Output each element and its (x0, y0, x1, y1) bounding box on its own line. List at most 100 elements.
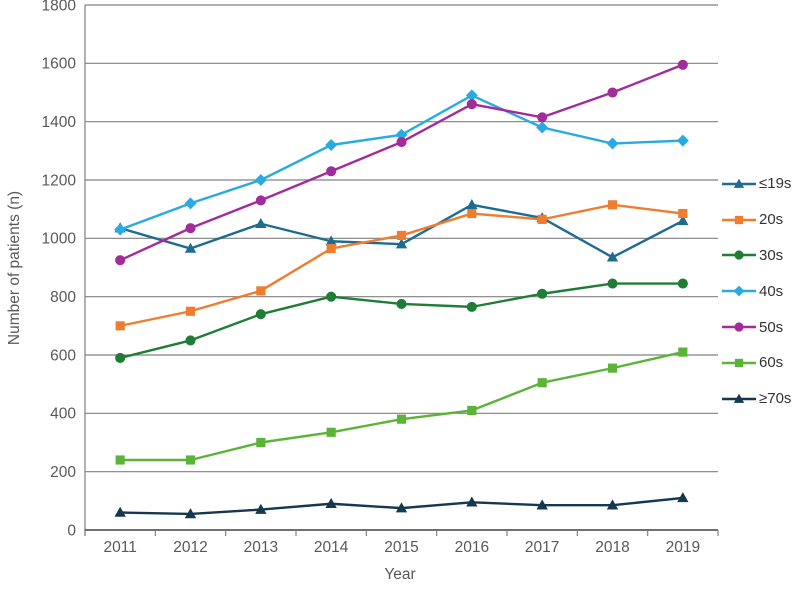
y-tick-label: 1800 (42, 0, 77, 14)
data-point-marker (185, 335, 196, 346)
data-point-marker (607, 200, 618, 210)
series-line (118, 94, 685, 231)
data-point-marker (536, 499, 548, 510)
x-tick-label: 2012 (173, 539, 207, 556)
square-swatch-icon (722, 215, 756, 224)
y-axis-title: Number of patients (n) (6, 191, 23, 345)
series-2 (115, 278, 688, 363)
data-point-marker (606, 499, 619, 510)
data-point-marker (255, 195, 266, 206)
legend-item-4: 50s (721, 309, 791, 345)
x-tick-label: 2018 (595, 539, 629, 556)
legend-item-2: 30s (721, 238, 791, 274)
data-point-marker (734, 358, 744, 368)
legend-label: 20s (759, 211, 784, 229)
axis-tick-labels: 0 200 400 600 800 1000 1200 1400 1600 1800 2011 201… (42, 0, 701, 556)
x-tick-label: 2015 (384, 539, 418, 556)
data-point-marker (733, 285, 745, 297)
legend-label: 50s (759, 318, 784, 336)
data-point-marker (326, 243, 336, 254)
legend-label: ≥70s (759, 390, 792, 408)
data-point-marker (537, 214, 547, 224)
data-point-marker (325, 139, 338, 151)
data-point-marker (466, 99, 477, 110)
data-point-marker (733, 178, 745, 188)
legend-label: ≤19s (759, 175, 792, 193)
data-point-marker (114, 506, 126, 517)
data-point-marker (115, 255, 126, 266)
y-tick-label: 600 (50, 347, 76, 364)
data-point-marker (115, 455, 125, 465)
square-swatch-icon (722, 358, 756, 368)
data-point-marker (326, 291, 337, 302)
data-point-marker (114, 223, 127, 236)
series-lines (114, 59, 689, 519)
series-5 (115, 347, 688, 465)
axes (84, 5, 719, 536)
data-point-marker (255, 309, 266, 320)
data-point-marker (734, 250, 744, 261)
data-point-marker (466, 301, 477, 312)
y-tick-label: 1600 (42, 56, 77, 73)
y-tick-label: 1000 (42, 231, 77, 248)
data-point-marker (606, 137, 619, 150)
diamond-swatch-icon (722, 285, 756, 297)
data-point-marker (115, 352, 126, 363)
data-point-marker (184, 242, 197, 253)
series-line (118, 350, 685, 462)
data-point-marker (396, 137, 407, 148)
x-tick-label: 2016 (455, 539, 489, 556)
data-point-marker (607, 363, 618, 373)
y-tick-label: 200 (50, 464, 76, 481)
data-point-marker (467, 405, 477, 415)
legend-item-3: 40s (721, 273, 791, 309)
series-4 (115, 59, 688, 266)
legend-item-1: 20s (721, 202, 791, 238)
y-tick-label: 1400 (42, 114, 77, 131)
data-point-marker (734, 215, 744, 224)
series-0 (114, 198, 689, 262)
data-point-marker (676, 134, 689, 147)
circle-swatch-icon (722, 322, 756, 332)
series-3 (114, 89, 689, 236)
data-point-marker (185, 455, 196, 465)
data-point-marker (396, 414, 407, 424)
data-point-marker (677, 278, 688, 289)
data-point-marker (678, 208, 688, 219)
chart-legend: ≤19s 20s 30s 40s 50s 60s ≥70s (721, 166, 791, 417)
data-point-marker (677, 215, 689, 226)
data-point-marker (678, 347, 688, 357)
y-tick-label: 400 (50, 406, 76, 423)
data-point-marker (395, 502, 408, 513)
y-tick-label: 800 (50, 289, 76, 306)
data-point-marker (537, 112, 548, 123)
data-point-marker (184, 508, 197, 519)
x-tick-label: 2017 (525, 539, 559, 556)
data-point-marker (256, 437, 266, 448)
data-point-marker (466, 496, 478, 507)
series-6 (114, 492, 689, 519)
data-point-marker (396, 230, 407, 240)
legend-label: 30s (759, 246, 784, 264)
data-point-marker (536, 121, 549, 134)
x-tick-label: 2019 (666, 539, 700, 556)
data-point-marker (184, 197, 197, 210)
data-point-marker (325, 497, 337, 508)
y-tick-label: 0 (67, 522, 76, 539)
data-point-marker (185, 223, 196, 234)
legend-item-6: ≥70s (721, 381, 791, 417)
data-point-marker (734, 322, 744, 332)
data-point-marker (606, 251, 619, 262)
data-point-marker (537, 288, 548, 299)
circle-swatch-icon (722, 250, 756, 261)
data-point-marker (255, 217, 267, 228)
x-tick-label: 2014 (314, 539, 349, 556)
legend-label: 40s (759, 282, 784, 300)
series-1 (115, 200, 688, 331)
data-point-marker (396, 298, 407, 310)
x-tick-label: 2013 (244, 539, 278, 556)
data-point-marker (255, 503, 267, 514)
data-point-marker (677, 59, 688, 70)
